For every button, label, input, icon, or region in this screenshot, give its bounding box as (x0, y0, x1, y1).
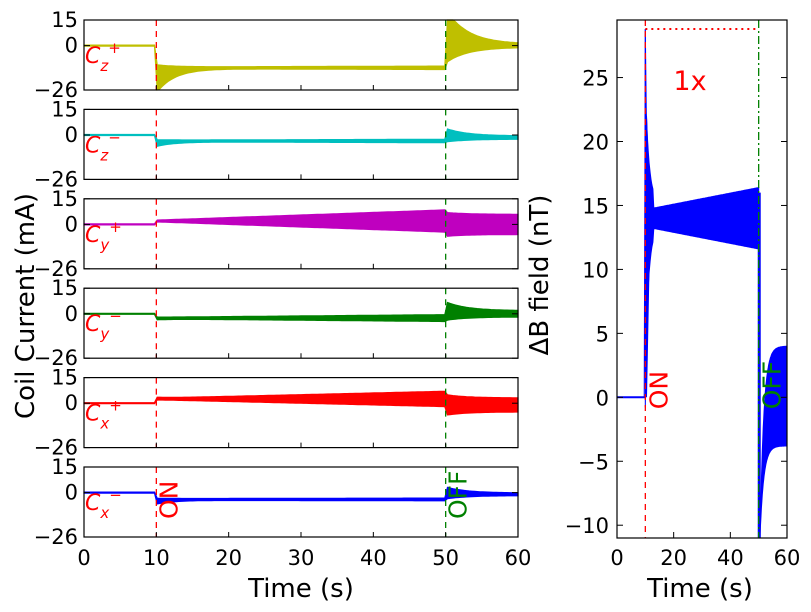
coil-label-sub-5: x (99, 504, 109, 522)
right-panel-frame (616, 19, 788, 539)
right-x-axis-title: Time (s) (646, 574, 753, 604)
coil-label-sup-1: − (108, 128, 121, 146)
series-band-0 (83, 19, 519, 91)
y-tick-label-1-1: 0 (65, 123, 78, 147)
right-y-tick-label-2: 0 (596, 386, 609, 410)
y-tick-label-5-1: 0 (65, 481, 78, 505)
y-tick-label-1-0: 15 (51, 97, 78, 121)
right-x-tick-label-2: 40 (717, 546, 744, 570)
coil-label-main-3: C (85, 312, 101, 337)
coil-label-4: Cx+ (85, 397, 122, 433)
right-x-tick-label-1: 20 (660, 546, 687, 570)
right-x-tick-label-3: 60 (774, 546, 801, 570)
series-band-1 (83, 128, 519, 148)
y-tick-label-5-2: −26 (34, 525, 78, 549)
coil-label-sub-0: z (99, 57, 109, 75)
coil-label-5: Cx− (85, 486, 122, 522)
left-x-tick-label-4: 40 (360, 546, 387, 570)
coil-label-main-2: C (85, 223, 101, 248)
y-tick-label-4-1: 0 (65, 391, 78, 415)
coil-panel-3: 150 −26 Cy− (34, 276, 519, 370)
coil-panel-1: 150 −26 Cz− (34, 97, 519, 191)
left-x-axis-title: Time (s) (247, 574, 354, 604)
panel-frame-3 (83, 287, 519, 359)
coil-panel-2: 150 −26 Cy+ (34, 187, 519, 281)
y-tick-label-2-2: −26 (34, 257, 78, 281)
coil-label-1: Cz− (85, 128, 121, 164)
left-x-tick-label-0: 0 (77, 546, 90, 570)
delta-b-on-transient (643, 28, 653, 398)
coil-current-panels: 150−26Cz+150−26Cz−150−26Cy+150−26Cy−150−… (34, 8, 519, 549)
coil-label-2: Cy+ (85, 218, 122, 254)
coil-label-sub-3: y (99, 325, 110, 343)
coil-label-sup-3: − (109, 307, 122, 325)
left-x-tick-label-2: 20 (215, 546, 242, 570)
y-tick-label-0-0: 15 (51, 8, 78, 32)
coil-label-sup-4: + (109, 397, 122, 415)
coil-panel-0: 150 −26 Cz+ (34, 8, 519, 102)
right-y-tick-label-1: −5 (578, 450, 609, 474)
right-y-tick-label-3: 5 (596, 322, 609, 346)
coil-panel-4: 150 −26 Cx+ (34, 366, 519, 460)
coil-label-sup-0: + (108, 39, 121, 57)
y-tick-label-4-2: −26 (34, 436, 78, 460)
left-x-tick-label-6: 60 (505, 546, 532, 570)
annotation-off-right: OFF (758, 361, 787, 409)
coil-label-sup-5: − (109, 486, 122, 504)
coil-label-main-0: C (85, 44, 101, 69)
left-y-axis-title: Coil Current (mA) (11, 193, 41, 419)
left-x-tick-label-3: 30 (288, 546, 315, 570)
right-y-tick-label-0: −10 (565, 514, 609, 538)
annotation-off-left: OFF (444, 471, 473, 519)
series-band-2 (83, 209, 519, 237)
coil-label-main-4: C (85, 402, 101, 427)
right-y-tick-label-4: 10 (582, 258, 609, 282)
coil-label-sub-2: y (99, 236, 110, 254)
right-x-tick-label-0: 0 (610, 546, 623, 570)
y-tick-label-3-2: −26 (34, 346, 78, 370)
coil-label-main-5: C (85, 491, 101, 516)
coil-panel-5: 150 −26 Cx− ON OFF (34, 455, 519, 549)
right-y-tick-label-5: 15 (582, 194, 609, 218)
left-x-tick-label-5: 50 (432, 546, 459, 570)
y-tick-label-3-1: 0 (65, 302, 78, 326)
y-tick-label-1-2: −26 (34, 167, 78, 191)
y-tick-label-0-1: 0 (65, 34, 78, 58)
y-tick-label-0-2: −26 (34, 78, 78, 102)
left-x-tick-labels: 0 10 20 30 40 50 60 (77, 546, 531, 570)
delta-b-panel: −10 −5 0 5 10 15 20 25 0 20 40 60 ON OFF (565, 19, 801, 570)
coil-label-3: Cy− (85, 307, 122, 343)
y-tick-label-5-0: 15 (51, 455, 78, 479)
right-y-axis-title: ΔB field (nT) (525, 195, 555, 356)
coil-label-sub-1: z (99, 146, 109, 164)
coil-label-sup-2: + (109, 218, 122, 236)
y-tick-label-3-0: 15 (51, 276, 78, 300)
y-tick-label-2-0: 15 (51, 187, 78, 211)
right-y-tick-label-7: 25 (582, 67, 609, 91)
reference-label-1x: 1x (673, 66, 706, 97)
annotation-on-right: ON (644, 371, 673, 409)
series-band-3 (83, 301, 519, 323)
coil-label-sub-4: x (99, 415, 109, 433)
y-tick-label-2-1: 0 (65, 212, 78, 236)
coil-label-0: Cz+ (85, 39, 121, 75)
panel-frame-1 (83, 108, 519, 181)
right-y-tick-label-6: 20 (582, 131, 609, 155)
y-tick-label-4-0: 15 (51, 366, 78, 390)
coil-label-main-1: C (85, 133, 101, 158)
series-band-4 (83, 390, 519, 416)
left-x-tick-label-1: 10 (143, 546, 170, 570)
annotation-on-left: ON (154, 481, 183, 519)
